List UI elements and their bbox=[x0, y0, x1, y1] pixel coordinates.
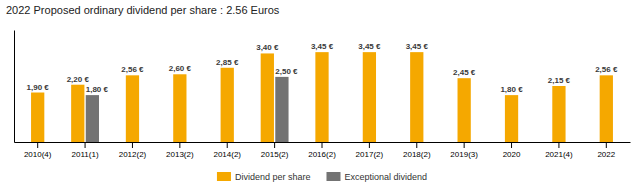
y-axis bbox=[14, 31, 15, 143]
tick: 2021(4) bbox=[545, 142, 573, 159]
tick-mark bbox=[511, 142, 512, 148]
tick-mark bbox=[606, 142, 607, 148]
tick: 2014(2) bbox=[213, 142, 241, 159]
data-labels: 1,90 € 2,20 € 2,56 € 2,60 € 2,85 € 3,40 € 3,45… bbox=[27, 42, 618, 94]
plot: 1,90 € 2,20 € 2,56 € 2,60 € 2,85 € 3,40 € 3,45… bbox=[15, 31, 631, 159]
y-axis-line bbox=[14, 31, 15, 143]
bar bbox=[363, 52, 376, 142]
bar bbox=[458, 78, 471, 142]
legend-swatch bbox=[326, 172, 340, 181]
tick-mark bbox=[464, 142, 465, 148]
tick-label: 2021(4) bbox=[545, 150, 573, 159]
tick-mark bbox=[179, 142, 180, 148]
data-label: 2,85 € bbox=[216, 58, 239, 67]
title: 2022 Proposed ordinary dividend per shar… bbox=[6, 4, 280, 16]
data-label: 3,40 € bbox=[256, 43, 279, 52]
data-label: 2,15 € bbox=[548, 76, 571, 85]
tick-mark bbox=[37, 142, 38, 148]
bar bbox=[31, 93, 44, 142]
data-label: 2,56 € bbox=[121, 65, 144, 74]
data-label: 1,90 € bbox=[27, 83, 50, 92]
bar bbox=[600, 75, 613, 142]
data-label: 3,45 € bbox=[406, 42, 429, 51]
bar bbox=[315, 52, 328, 142]
legend-item: Dividend per share bbox=[217, 172, 311, 182]
bar bbox=[126, 75, 139, 142]
legend: Dividend per share Exceptional dividend bbox=[217, 172, 427, 182]
bars bbox=[31, 52, 613, 142]
tick-label: 2011(1) bbox=[72, 150, 99, 159]
tick-label: 2012(2) bbox=[119, 150, 147, 159]
tick: 2017(2) bbox=[356, 142, 384, 159]
bar bbox=[261, 53, 274, 142]
tick-mark bbox=[85, 142, 86, 148]
tick: 2022 bbox=[597, 142, 615, 159]
bar bbox=[505, 95, 518, 142]
tick-label: 2019(3) bbox=[450, 150, 478, 159]
data-label: 2,60 € bbox=[169, 64, 192, 73]
data-label: 2,45 € bbox=[453, 68, 476, 77]
tick-label: 2017(2) bbox=[356, 150, 384, 159]
tick: 2013(2) bbox=[166, 142, 194, 159]
tick-mark bbox=[416, 142, 417, 148]
tick-label: 2022 bbox=[597, 150, 615, 159]
x-axis: 2010(4) 2011(1) 2012(2) 2013(2) 2014(2) 2015(… bbox=[15, 142, 631, 159]
tick: 2020 bbox=[503, 142, 521, 159]
tick: 2012(2) bbox=[119, 142, 147, 159]
tick-label: 2015(2) bbox=[261, 150, 289, 159]
bar bbox=[173, 74, 186, 142]
legend-label: Dividend per share bbox=[235, 172, 311, 182]
tick-label: 2018(2) bbox=[403, 150, 431, 159]
data-label: 3,45 € bbox=[311, 42, 334, 51]
bar bbox=[275, 77, 288, 142]
data-label: 1,80 € bbox=[500, 85, 523, 94]
chart: 2022 Proposed ordinary dividend per shar… bbox=[0, 0, 640, 190]
data-label: 2,56 € bbox=[595, 65, 618, 74]
tick: 2011(1) bbox=[72, 142, 99, 159]
bar bbox=[71, 85, 84, 142]
data-label: 2,50 € bbox=[275, 67, 298, 76]
tick-label: 2016(2) bbox=[308, 150, 336, 159]
tick: 2019(3) bbox=[450, 142, 478, 159]
legend-swatch bbox=[217, 172, 231, 181]
tick-mark bbox=[322, 142, 323, 148]
legend-item: Exceptional dividend bbox=[326, 172, 427, 182]
bar bbox=[221, 68, 234, 142]
bar bbox=[86, 95, 99, 142]
tick-label: 2020 bbox=[503, 150, 521, 159]
tick-mark bbox=[369, 142, 370, 148]
tick-mark bbox=[227, 142, 228, 148]
tick: 2010(4) bbox=[24, 142, 52, 159]
tick: 2016(2) bbox=[308, 142, 336, 159]
tick: 2015(2) bbox=[261, 142, 289, 159]
data-label: 2,20 € bbox=[67, 75, 90, 84]
data-label: 3,45 € bbox=[358, 42, 381, 51]
data-label: 1,80 € bbox=[86, 85, 109, 94]
tick: 2018(2) bbox=[403, 142, 431, 159]
legend-label: Exceptional dividend bbox=[344, 172, 427, 182]
tick-label: 2014(2) bbox=[213, 150, 241, 159]
tick-mark bbox=[274, 142, 275, 148]
tick-label: 2010(4) bbox=[24, 150, 52, 159]
bar bbox=[410, 52, 423, 142]
tick-mark bbox=[132, 142, 133, 148]
tick-mark bbox=[558, 142, 559, 148]
bar bbox=[552, 86, 565, 142]
tick-label: 2013(2) bbox=[166, 150, 194, 159]
